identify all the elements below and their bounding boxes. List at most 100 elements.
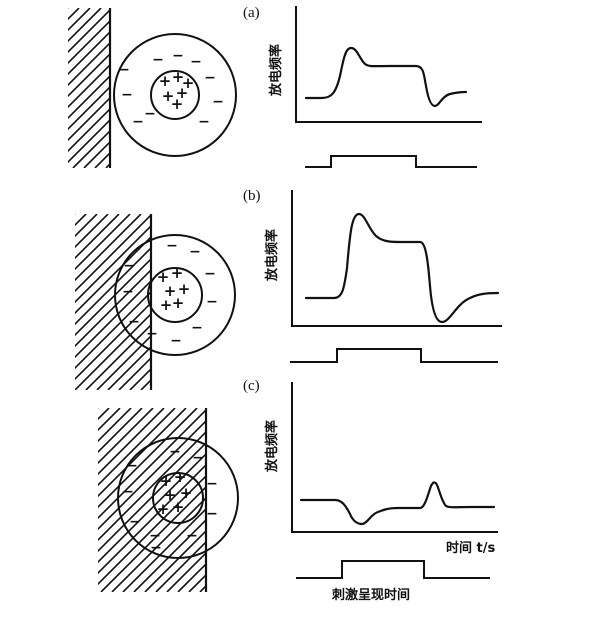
hatch-line	[68, 74, 110, 120]
hatch-line	[100, 485, 206, 592]
minus-sign: −	[132, 114, 144, 130]
hatch-line	[75, 312, 151, 390]
minus-sign: −	[186, 528, 198, 544]
plus-sign: +	[176, 84, 189, 102]
hatch-line	[75, 290, 151, 370]
panel-b: + ++ +++−−−−− −−−−− (b) 放电频率	[75, 188, 502, 390]
hatch-line	[68, 63, 110, 109]
plus-sign: +	[174, 468, 187, 486]
minus-sign: −	[204, 266, 216, 282]
plus-sign: +	[160, 296, 173, 314]
receptive-field-center-b	[147, 267, 203, 323]
hatch-line	[98, 408, 154, 465]
hatch-line	[98, 452, 206, 564]
minus-sign: −	[144, 106, 156, 122]
minus-sign: −	[192, 450, 204, 466]
hatch-line	[166, 551, 206, 592]
plus-sign: +	[162, 87, 175, 105]
x-axis-label: 时间 t/s	[446, 540, 495, 556]
plus-sign: +	[172, 294, 185, 312]
plus-sign: +	[180, 484, 193, 502]
hatch-line	[75, 224, 151, 304]
hatch-line	[72, 129, 110, 168]
hatch-line	[118, 356, 151, 390]
minus-sign: −	[118, 62, 130, 78]
hatch-line	[75, 268, 151, 348]
hatch-line	[75, 214, 87, 227]
panel-c: + ++ +++−−−−− −−−−− (c) 放电频率 时间 t/s 刺激呈现时间	[98, 378, 498, 603]
minus-sign: −	[129, 514, 141, 530]
hatch-line	[75, 214, 131, 271]
hatch-line	[144, 529, 206, 592]
minus-sign: −	[128, 314, 140, 330]
minus-sign: −	[122, 484, 134, 500]
stimulus-bar-a	[305, 155, 477, 168]
receptive-field-surround-b	[114, 234, 236, 356]
plus-sign: +	[172, 498, 185, 516]
minus-sign: −	[204, 70, 216, 86]
hatch-line	[68, 8, 110, 54]
minus-sign: −	[198, 114, 210, 130]
shaded-stimulus-region-b	[75, 214, 151, 390]
hatch-line	[85, 323, 151, 390]
minus-sign: −	[126, 458, 138, 474]
panel-label-a: (a)	[243, 5, 260, 21]
minus-sign: −	[212, 94, 224, 110]
minus-sign: −	[206, 294, 218, 310]
hatch-line	[111, 496, 206, 592]
minus-sign: −	[189, 244, 201, 260]
hatch-line	[68, 8, 80, 21]
hatch-line	[107, 345, 151, 390]
minus-sign: −	[122, 284, 134, 300]
plus-sign: +	[159, 72, 172, 90]
hatch-line	[98, 463, 206, 575]
panel-label-c: (c)	[243, 378, 260, 394]
hatch-line	[98, 441, 206, 553]
hatch-line	[75, 214, 120, 260]
panel-label-b: (b)	[243, 188, 261, 204]
minus-sign: −	[191, 320, 203, 336]
minus-sign: −	[121, 87, 133, 103]
y-axis-label-a: 放电频率	[268, 44, 284, 97]
hatch-line	[155, 540, 206, 592]
hatch-line	[98, 408, 176, 487]
minus-sign: −	[206, 476, 218, 492]
hatch-line	[75, 214, 142, 282]
firing-rate-trace-a	[304, 46, 468, 108]
hatch-line	[75, 214, 151, 293]
hatch-line	[98, 474, 206, 586]
plus-sign: +	[164, 282, 177, 300]
hatch-line	[188, 573, 206, 592]
hatch-line	[75, 246, 151, 326]
plus-sign: +	[164, 486, 177, 504]
minus-sign: −	[170, 333, 182, 349]
hatch-line	[122, 507, 206, 592]
receptive-field-center-a	[150, 70, 200, 120]
plus-sign: +	[178, 280, 191, 298]
minus-sign: −	[149, 528, 161, 544]
minus-sign: −	[169, 444, 181, 460]
y-axis-label-c: 放电频率	[264, 420, 280, 473]
plus-sign: +	[182, 74, 195, 92]
hatch-line	[68, 19, 110, 65]
hatch-line	[98, 408, 121, 432]
receptive-field-surround-a	[113, 33, 237, 157]
hatch-line	[98, 408, 110, 421]
plus-sign: +	[171, 95, 184, 113]
stimulus-bar-c	[296, 560, 490, 579]
axes-a	[295, 6, 482, 123]
minus-sign: −	[172, 48, 184, 64]
minus-sign: −	[152, 52, 164, 68]
hatch-line	[68, 52, 110, 98]
hatch-line	[75, 257, 151, 337]
hatch-line	[68, 8, 69, 10]
minus-sign: −	[206, 506, 218, 522]
axes-b	[291, 190, 502, 327]
minus-sign: −	[190, 54, 202, 70]
hatch-line	[75, 301, 151, 381]
firing-rate-trace-b	[304, 212, 500, 324]
hatch-line	[68, 118, 110, 164]
hatch-line	[68, 107, 110, 153]
receptive-field-center-c	[152, 472, 204, 524]
hatch-line	[75, 214, 76, 216]
